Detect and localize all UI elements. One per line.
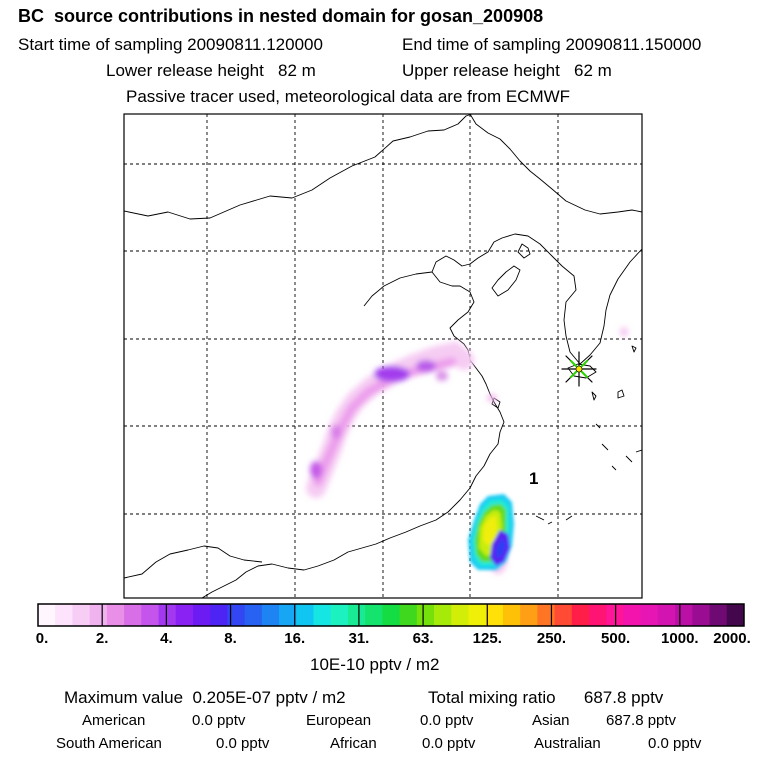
tracer-note: Passive tracer used, meteorological data… (126, 87, 571, 106)
star-icon (561, 351, 597, 387)
colorbar-swatch (347, 604, 366, 626)
graticule (124, 114, 642, 598)
colorbar-tick-label: 2. (95, 630, 109, 647)
colorbar-swatch (365, 604, 383, 626)
colorbar-tick-label: 0. (35, 630, 49, 647)
colorbar-tick-label: 31. (348, 630, 370, 647)
region-value-african: 0.0 pptv (422, 735, 476, 752)
region-label-south-american: South American (56, 735, 162, 752)
total-mixing-ratio: Total mixing ratio 687.8 pptv (428, 688, 664, 707)
colorbar-tick-label: 4. (160, 630, 173, 647)
colorbar-swatch (141, 604, 159, 626)
release-label: 1 (529, 469, 538, 488)
colorbar-tick-label: 8. (224, 630, 237, 647)
colorbar-swatch (468, 604, 487, 626)
colorbar-swatch (279, 604, 297, 626)
colorbar-swatch (692, 604, 710, 626)
colorbar-tick-label: 2000. (713, 630, 751, 647)
colorbar-swatch (106, 604, 125, 626)
colorbar-swatch (72, 604, 91, 626)
colorbar-tick-label: 1000. (661, 630, 699, 647)
region-label-australian: Australian (534, 735, 601, 752)
colorbar-swatch (55, 604, 73, 626)
colorbar-swatch (89, 604, 108, 626)
region-label-european: European (306, 712, 372, 729)
colorbar-swatch (192, 604, 211, 626)
region-value-american: 0.0 pptv (192, 712, 246, 729)
colorbar-tick-label: 16. (284, 630, 306, 647)
colorbar-swatch (399, 604, 418, 626)
end-time: End time of sampling 20090811.150000 (402, 35, 702, 54)
colorbar-swatch (589, 604, 607, 626)
colorbar-swatch (675, 604, 693, 626)
colorbar-swatch (502, 604, 521, 626)
colorbar-swatch (261, 604, 280, 626)
colorbar-frame (37, 603, 745, 627)
colorbar-swatch (571, 604, 590, 626)
start-time: Start time of sampling 20090811.120000 (18, 35, 323, 54)
region-label-asian: Asian (532, 712, 570, 729)
colorbar-swatch (520, 604, 538, 626)
colorbar-swatch (416, 604, 435, 626)
colorbar-swatch (158, 604, 177, 626)
page-title: BC source contributions in nested domain… (18, 6, 544, 26)
region-value-asian: 687.8 pptv (606, 712, 677, 729)
region-label-american: American (82, 712, 146, 729)
colorbar-swatch (657, 604, 676, 626)
colorbar-unit: 10E-10 pptv / m2 (310, 655, 440, 674)
colorbar-swatch (175, 604, 194, 626)
map-panel: 1 (123, 113, 643, 599)
colorbar-swatch (640, 604, 659, 626)
colorbar-swatch (726, 604, 745, 626)
colorbar-swatch (210, 604, 228, 626)
colorbar-swatch (382, 604, 401, 626)
colorbar-swatch (124, 604, 142, 626)
colorbar-swatch (537, 604, 555, 626)
colorbar-tick-label: 250. (536, 630, 567, 647)
colorbar-swatch (38, 604, 56, 626)
upper-release-height: Upper release height 62 m (402, 61, 612, 80)
colorbar-swatch (485, 604, 504, 626)
maximum-value: Maximum value 0.205E-07 pptv / m2 (64, 688, 346, 707)
region-value-south-american: 0.0 pptv (216, 735, 270, 752)
tracer-plume (306, 327, 628, 574)
colorbar-tick-label: 125. (472, 630, 502, 647)
colorbar-swatch (709, 604, 728, 626)
colorbar-swatch (330, 604, 349, 626)
colorbar-swatch (244, 604, 263, 626)
colorbar-swatch (434, 604, 452, 626)
colorbar-tick-label: 63. (412, 630, 434, 647)
lower-release-height: Lower release height 82 m (106, 61, 316, 80)
region-value-australian: 0.0 pptv (648, 735, 702, 752)
colorbar-swatch (623, 604, 642, 626)
colorbar-swatch (227, 604, 246, 626)
colorbar (38, 604, 745, 626)
colorbar-swatch (296, 604, 314, 626)
colorbar-tick-label: 500. (601, 630, 631, 647)
colorbar-swatch (313, 604, 332, 626)
colorbar-swatch (451, 604, 469, 626)
region-label-african: African (330, 735, 377, 752)
region-value-european: 0.0 pptv (420, 712, 474, 729)
colorbar-swatch (554, 604, 573, 626)
